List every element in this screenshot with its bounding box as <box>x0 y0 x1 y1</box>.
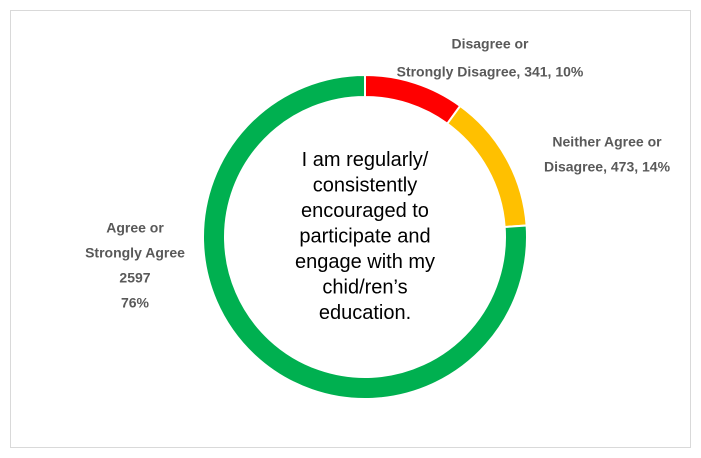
slice-label: Strongly Agree <box>85 245 185 261</box>
slice-label: 2597 <box>119 270 150 286</box>
center-text: education. <box>319 302 411 324</box>
slice-label: 76% <box>121 295 150 311</box>
slice-label: Neither Agree or <box>552 134 662 150</box>
center-text: consistently <box>313 174 418 196</box>
center-text: encouraged to <box>301 200 429 222</box>
slice-label: Strongly Disagree, 341, 10% <box>397 64 584 80</box>
slice-label: Agree or <box>106 220 164 236</box>
donut-slice <box>202 73 528 400</box>
center-text: chid/ren’s <box>322 276 407 298</box>
slice-label: Disagree, 473, 14% <box>544 159 671 175</box>
center-text: participate and <box>299 225 430 247</box>
slice-label: Disagree or <box>451 36 529 52</box>
center-text: engage with my <box>295 251 435 273</box>
center-text: I am regularly/ <box>302 149 429 171</box>
